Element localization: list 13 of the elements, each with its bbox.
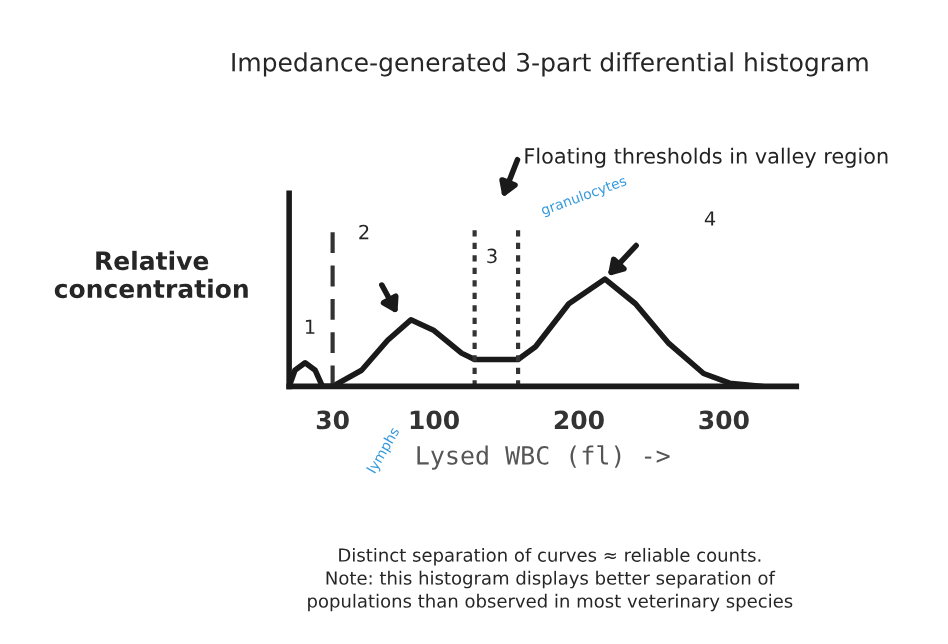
y-axis-title: Relative concentration: [54, 250, 248, 299]
text: Floating thresholds in valley region: [525, 147, 888, 168]
x-axis-title: Lysed WBC (fl) ->: [417, 445, 670, 470]
annotation: 1: [305, 319, 315, 334]
x-tick-label: 300: [699, 410, 749, 430]
x-tick-label: 100: [410, 410, 459, 430]
x-tick-label: 30: [316, 410, 349, 430]
text: 2: [359, 224, 369, 240]
text: 4: [704, 211, 716, 226]
text: Distinct separation of curves ≈ reliable counts. Note: this histogram displays better separation of populations than observed in most veterinary species: [308, 547, 793, 612]
chart-title: Impedance-generated 3-part differential histogram: [232, 52, 868, 77]
text: 3: [487, 248, 497, 264]
x-tick-label: 200: [554, 410, 604, 430]
